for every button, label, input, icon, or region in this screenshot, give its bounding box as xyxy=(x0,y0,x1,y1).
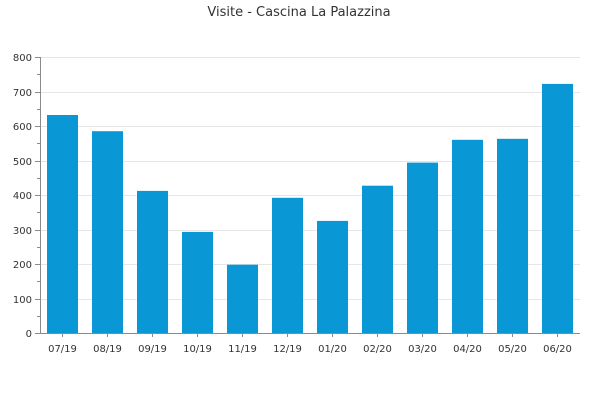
x-tick-label: 01/20 xyxy=(318,344,347,355)
bar xyxy=(47,115,78,333)
y-tick-label: 400 xyxy=(13,191,32,202)
x-tick-label: 12/19 xyxy=(273,344,302,355)
y-tick-label: 300 xyxy=(13,226,32,237)
y-tick-label: 200 xyxy=(13,260,32,271)
bar xyxy=(182,231,213,333)
bar xyxy=(362,185,393,333)
bar xyxy=(542,83,573,334)
bar xyxy=(407,162,438,333)
bar xyxy=(317,220,348,333)
chart-title: Visite - Cascina La Palazzina xyxy=(207,5,390,20)
y-tick-label: 800 xyxy=(13,53,32,64)
bar xyxy=(92,131,123,333)
bar xyxy=(497,138,528,333)
x-tick-label: 09/19 xyxy=(138,344,167,355)
bars xyxy=(47,83,573,334)
x-tick-label: 03/20 xyxy=(408,344,437,355)
x-tick-label: 02/20 xyxy=(363,344,392,355)
y-tick-label: 700 xyxy=(13,88,32,99)
x-tick-label: 06/20 xyxy=(543,344,572,355)
y-tick-label: 100 xyxy=(13,295,32,306)
bar xyxy=(137,190,168,333)
y-axis-ticks: 0 100 200 300 400 500 600 700 800 xyxy=(13,53,40,340)
x-tick-label: 11/19 xyxy=(228,344,257,355)
y-tick-label: 0 xyxy=(26,329,32,340)
axes xyxy=(40,57,580,334)
y-tick-label: 500 xyxy=(13,157,32,168)
x-tick-label: 07/19 xyxy=(48,344,77,355)
bar xyxy=(227,264,258,333)
y-tick-label: 600 xyxy=(13,122,32,133)
bar xyxy=(452,139,483,333)
bar xyxy=(272,197,303,333)
gridlines xyxy=(40,57,580,300)
x-tick-label: 10/19 xyxy=(183,344,212,355)
x-tick-label: 04/20 xyxy=(453,344,482,355)
x-tick-label: 08/19 xyxy=(93,344,122,355)
x-axis-ticks: 07/19 08/19 09/19 10/19 11/19 12/19 01/20 02/20… xyxy=(48,333,572,355)
x-tick-label: 05/20 xyxy=(498,344,527,355)
